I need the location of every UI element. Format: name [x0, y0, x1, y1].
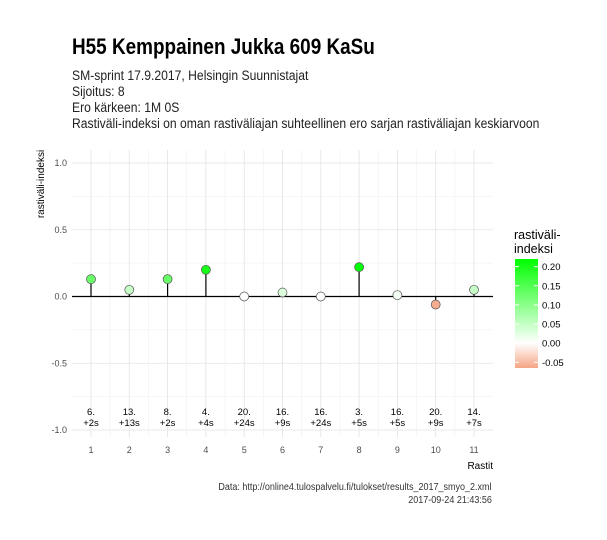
x-tick-label: 11: [469, 445, 478, 455]
y-tick-label: 0.5: [54, 225, 67, 235]
data-point: [430, 299, 441, 310]
subtitle-index-description: Rastiväli-indeksi on oman rastiväliajan …: [72, 116, 540, 131]
y-tick-label: 1.0: [54, 158, 67, 168]
rank-label: 16.: [391, 407, 404, 418]
caption-timestamp: 2017-09-24 21:43:56: [408, 495, 492, 506]
x-tick-label: 6: [280, 445, 285, 455]
rank-label: 8.: [164, 407, 172, 418]
subtitle-event: SM-sprint 17.9.2017, Helsingin Suunnista…: [72, 68, 309, 83]
data-point: [315, 291, 326, 302]
time-diff-label: +9s: [275, 418, 291, 429]
data-point: [124, 284, 135, 295]
x-tick-label: 3: [165, 445, 170, 455]
y-tick-label: 0.0: [54, 292, 67, 302]
legend-tick-label: 0.10: [542, 300, 561, 311]
rank-label: 20.: [429, 407, 442, 418]
rank-label: 6.: [87, 407, 95, 418]
rank-label: 16.: [314, 407, 327, 418]
legend-title-line2: indeksi: [514, 242, 553, 256]
x-axis-title: Rastit: [467, 461, 493, 472]
time-diff-label: +5s: [351, 418, 367, 429]
y-tick-label: -0.5: [51, 358, 67, 368]
legend-tick-label: 0.20: [542, 262, 561, 273]
data-point: [201, 264, 211, 275]
rank-label: 4.: [202, 407, 210, 418]
time-diff-label: +13s: [119, 418, 140, 429]
time-diff-label: +24s: [234, 418, 255, 429]
time-diff-label: +4s: [198, 418, 214, 429]
data-point: [239, 291, 250, 302]
subtitle-gap-to-leader: Ero kärkeen: 1M 0S: [72, 100, 180, 115]
x-tick-label: 1: [88, 445, 93, 455]
time-diff-label: +9s: [428, 418, 444, 429]
x-tick-label: 9: [395, 445, 400, 455]
data-point: [162, 274, 173, 284]
legend-title-line1: rastiväli-: [514, 228, 561, 242]
data-point: [277, 287, 288, 298]
caption-data-source: Data: http://online4.tulospalvelu.fi/tul…: [218, 482, 492, 493]
legend-tick-label: 0.05: [542, 320, 561, 331]
data-point: [86, 274, 96, 284]
time-diff-label: +2s: [83, 418, 99, 429]
time-diff-label: +5s: [390, 418, 406, 429]
time-diff-label: +7s: [466, 418, 482, 429]
legend-tick-label: -0.05: [542, 358, 564, 369]
data-point: [469, 284, 479, 295]
rank-label: 13.: [123, 407, 136, 418]
time-diff-label: +2s: [160, 418, 176, 429]
time-diff-label: +24s: [310, 418, 331, 429]
x-tick-label: 7: [318, 445, 323, 455]
legend-tick-label: 0.15: [542, 281, 561, 292]
y-tick-label: -1.0: [51, 425, 67, 435]
rank-label: 14.: [467, 407, 480, 418]
x-tick-label: 4: [203, 445, 208, 455]
x-tick-label: 10: [431, 445, 441, 455]
y-axis-title: rastiväli-indeksi: [36, 150, 47, 218]
legend-tick-label: 0.00: [542, 339, 561, 350]
x-tick-label: 2: [127, 445, 132, 455]
data-point: [354, 262, 364, 272]
x-tick-label: 5: [242, 445, 247, 455]
x-tick-label: 8: [357, 445, 362, 455]
chart-title: H55 Kemppainen Jukka 609 KaSu: [72, 34, 375, 59]
rank-label: 20.: [238, 407, 251, 418]
rank-label: 3.: [355, 407, 363, 418]
rank-label: 16.: [276, 407, 289, 418]
legend-colorbar: [515, 259, 538, 368]
data-point: [392, 290, 403, 301]
subtitle-placement: Sijoitus: 8: [72, 84, 125, 99]
